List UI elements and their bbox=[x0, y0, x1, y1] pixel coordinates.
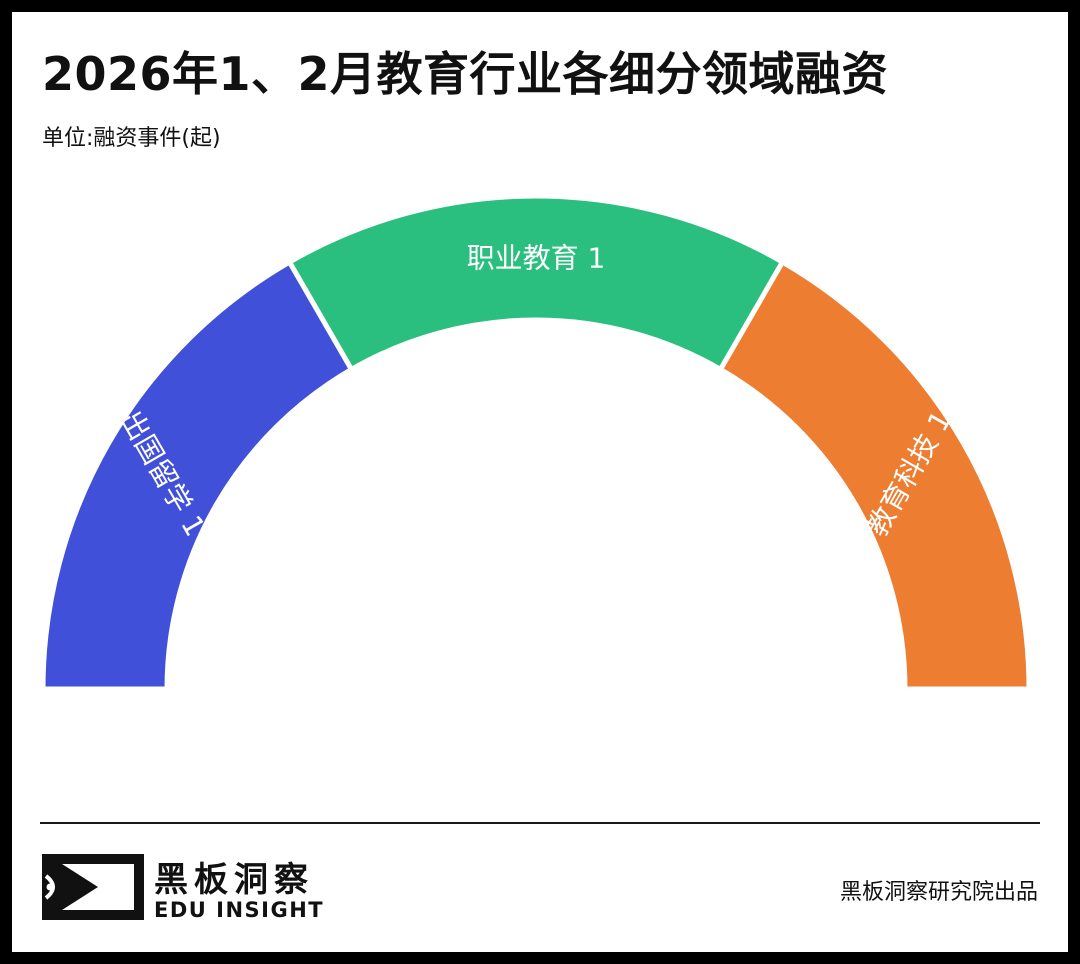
segment-3 bbox=[717, 258, 1032, 692]
brand-name-cn: 黑板洞察 bbox=[154, 860, 314, 900]
segment-1 bbox=[40, 258, 355, 692]
data-label-2: 职业教育 1 bbox=[467, 242, 606, 275]
segment-2 bbox=[286, 193, 786, 373]
chart-card: 2026年1、2月教育行业各细分领域融资 单位:融资事件(起) 出国留学 1 职业… bbox=[12, 12, 1068, 952]
page-title: 2026年1、2月教育行业各细分领域融资 bbox=[42, 47, 889, 101]
brand-name-en: EDU INSIGHT bbox=[154, 898, 325, 922]
chart-segments bbox=[40, 193, 1032, 692]
unit-label: 单位:融资事件(起) bbox=[42, 126, 221, 151]
footer-divider bbox=[40, 822, 1040, 824]
credit-text: 黑板洞察研究院出品 bbox=[839, 880, 1038, 905]
brand-logo-icon bbox=[42, 854, 144, 920]
